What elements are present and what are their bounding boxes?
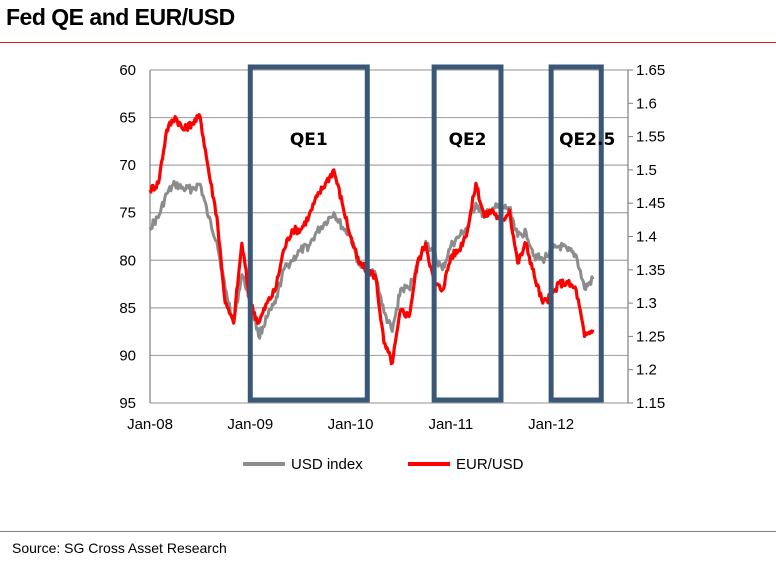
- qe-boxes: QE1 QE2 QE2.5: [247, 64, 615, 403]
- source-note: Source: SG Cross Asset Research: [12, 540, 227, 556]
- title-underline: [0, 42, 776, 43]
- right-tick-label: 1.15: [636, 395, 665, 412]
- series-lines: [148, 113, 595, 366]
- x-tick-label: Jan-11: [428, 416, 473, 433]
- footer-divider: [0, 531, 776, 532]
- right-tick-label: 1.6: [636, 95, 657, 112]
- legend-label: USD index: [291, 456, 363, 473]
- left-tick-label: 95: [119, 395, 136, 412]
- left-tick-label: 65: [119, 110, 136, 127]
- legend: USD index EUR/USD: [243, 456, 524, 473]
- qe-label: QE1: [290, 130, 328, 150]
- left-tick-label: 80: [119, 252, 136, 269]
- right-tick-label: 1.55: [636, 129, 665, 146]
- left-tick-label: 90: [119, 347, 136, 364]
- right-tick-label: 1.5: [636, 162, 657, 179]
- left-tick-label: 70: [119, 157, 136, 174]
- qe-label: QE2: [449, 130, 487, 150]
- qe-box: [548, 64, 604, 403]
- left-tick-label: 75: [119, 205, 136, 222]
- right-tick-label: 1.2: [636, 362, 657, 379]
- left-tick-label: 85: [119, 300, 136, 317]
- page-title: Fed QE and EUR/USD: [6, 4, 235, 30]
- qe-box: [247, 64, 370, 403]
- qe-label: QE2.5: [559, 130, 615, 150]
- x-tick-label: Jan-12: [528, 416, 574, 433]
- right-tick-label: 1.25: [636, 328, 665, 345]
- right-tick-label: 1.65: [636, 62, 665, 79]
- x-tick-label: Jan-08: [127, 416, 173, 433]
- right-tick-label: 1.45: [636, 195, 665, 212]
- right-tick-label: 1.35: [636, 262, 665, 279]
- right-axis-ticks: 1.65 1.6 1.55 1.5 1.45 1.4 1.35 1.3 1.25 1.2 1.15: [628, 62, 665, 412]
- right-tick-label: 1.3: [636, 295, 657, 312]
- x-axis-ticks: Jan-08 Jan-09 Jan-10 Jan-11 Jan-12: [127, 416, 574, 433]
- series-line-eur-usd: [148, 113, 595, 366]
- left-tick-label: 60: [119, 62, 136, 79]
- x-tick-label: Jan-10: [328, 416, 374, 433]
- qe-box: [431, 64, 504, 403]
- legend-label: EUR/USD: [456, 456, 524, 473]
- left-axis-ticks: 60 65 70 75 80 85 90 95: [119, 62, 136, 412]
- right-tick-label: 1.4: [636, 229, 657, 246]
- x-tick-label: Jan-09: [227, 416, 273, 433]
